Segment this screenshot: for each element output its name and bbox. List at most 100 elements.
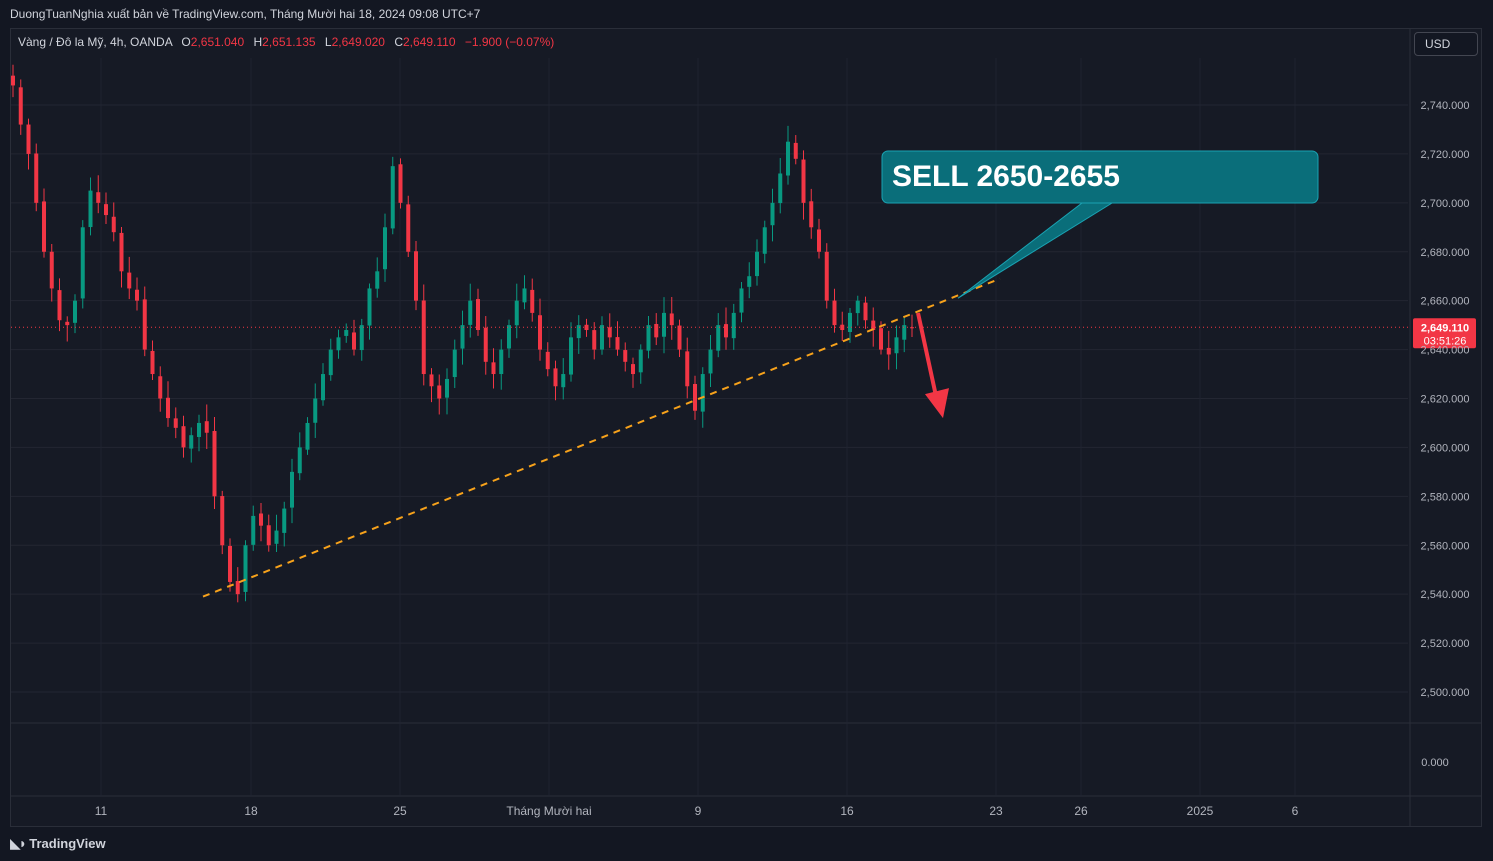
candle-body xyxy=(607,327,612,338)
open-label: O xyxy=(181,35,191,49)
candle-body xyxy=(290,471,294,508)
candle-body xyxy=(437,385,442,399)
candle-body xyxy=(514,300,519,326)
candle-body xyxy=(638,349,643,373)
candle-body xyxy=(359,325,364,351)
candle-body xyxy=(677,325,682,350)
support-trendline xyxy=(202,277,1001,598)
candle-body xyxy=(538,315,542,350)
candle-body xyxy=(251,515,256,545)
time-tick-label: 11 xyxy=(95,804,108,818)
candle-body xyxy=(483,327,488,362)
currency-button[interactable]: USD xyxy=(1414,32,1478,56)
footer xyxy=(0,828,1493,861)
candle-body xyxy=(809,201,814,228)
candle-body xyxy=(817,229,821,252)
candle-body xyxy=(902,325,907,340)
candle-body xyxy=(886,347,891,355)
candle-body xyxy=(142,299,147,350)
candle-body xyxy=(700,374,705,412)
candle-body xyxy=(468,300,473,325)
time-tick-label: 18 xyxy=(244,804,258,818)
callout-text: SELL 2650-2655 xyxy=(892,160,1120,193)
candle-body xyxy=(708,349,713,374)
candle-body xyxy=(724,324,728,338)
candle-body xyxy=(274,530,279,544)
candle-body xyxy=(770,202,775,226)
candle-body xyxy=(600,325,604,350)
candle-body xyxy=(421,300,426,375)
candle-body xyxy=(669,313,674,326)
publication-info: DuongTuanNghia xuất bản về TradingView.c… xyxy=(10,7,481,21)
candle-body xyxy=(530,289,535,313)
candle-body xyxy=(173,418,178,428)
candle-body xyxy=(127,272,132,289)
candle-body xyxy=(243,545,248,592)
candle-body xyxy=(414,251,418,301)
candle-body xyxy=(282,508,287,533)
time-tick-label: 16 xyxy=(840,804,854,818)
candle-body xyxy=(452,349,457,378)
tradingview-logo[interactable]: ◣◗ TradingView xyxy=(10,835,106,852)
time-tick-label: 9 xyxy=(695,804,702,818)
time-tick-label: 2025 xyxy=(1187,804,1214,818)
candle-body xyxy=(49,251,54,289)
candle-body xyxy=(80,227,85,299)
candle-body xyxy=(406,204,411,252)
tradingview-logo-icon: ◣◗ xyxy=(10,835,27,851)
candle-body xyxy=(135,289,139,301)
candle-body xyxy=(390,166,395,229)
candle-body xyxy=(375,271,380,289)
candle-body xyxy=(522,288,527,303)
candle-body xyxy=(150,350,155,375)
time-axis: 11 18 25 Tháng Mười hai 9 16 23 26 2025 6 xyxy=(95,804,1299,818)
candle-body xyxy=(840,324,845,331)
candle-body xyxy=(793,142,798,159)
candle-body xyxy=(328,349,333,376)
candle-body xyxy=(623,350,628,362)
symbol-label: Vàng / Đô la Mỹ, 4h, OANDA xyxy=(18,35,173,49)
countdown-label: 03:51:26 xyxy=(1424,335,1467,347)
candle-body xyxy=(499,349,504,375)
candle-body xyxy=(731,312,736,339)
candle-body xyxy=(111,216,116,233)
candle-body xyxy=(212,430,217,497)
candle-body xyxy=(34,153,39,203)
candle-body xyxy=(855,300,860,314)
low-value: 2,649.020 xyxy=(331,35,385,49)
candle-body xyxy=(305,422,310,450)
candle-body xyxy=(739,288,744,313)
candle-body xyxy=(545,351,550,370)
candle-body xyxy=(592,330,597,350)
price-tick-label: 2,580.000 xyxy=(1421,491,1470,503)
last-price-label: 2,649.110 xyxy=(1421,322,1469,334)
price-tick-label: 2,660.000 xyxy=(1421,296,1470,308)
candle-body xyxy=(96,192,101,203)
last-price-tag xyxy=(1413,318,1476,349)
candle-body xyxy=(460,325,465,349)
candle-body xyxy=(18,87,23,125)
candle-body xyxy=(429,374,434,387)
candle-body xyxy=(297,447,302,474)
candle-body xyxy=(894,337,899,354)
candle-body xyxy=(181,426,186,448)
candle-body xyxy=(383,227,387,270)
candle-body xyxy=(569,337,573,375)
candle-body xyxy=(824,251,829,301)
candle-body xyxy=(801,159,806,203)
candle-body xyxy=(561,374,566,388)
candle-body xyxy=(26,124,31,154)
price-tick-label: 2,600.000 xyxy=(1421,442,1470,454)
callout-box xyxy=(881,150,1319,204)
price-tick-label: 2,700.000 xyxy=(1421,198,1470,210)
price-axis: 2,740.000 2,720.000 2,700.000 2,680.000 2,66… xyxy=(1421,100,1470,769)
ohlc-legend: Vàng / Đô la Mỹ, 4h, OANDA O2,651.040 H2… xyxy=(18,35,554,49)
candle-body xyxy=(879,328,883,350)
high-label: H xyxy=(253,35,263,49)
sell-arrow-shaft xyxy=(916,312,938,397)
candle-body xyxy=(166,397,170,419)
candle-body xyxy=(11,75,15,86)
candle-body xyxy=(88,190,93,228)
